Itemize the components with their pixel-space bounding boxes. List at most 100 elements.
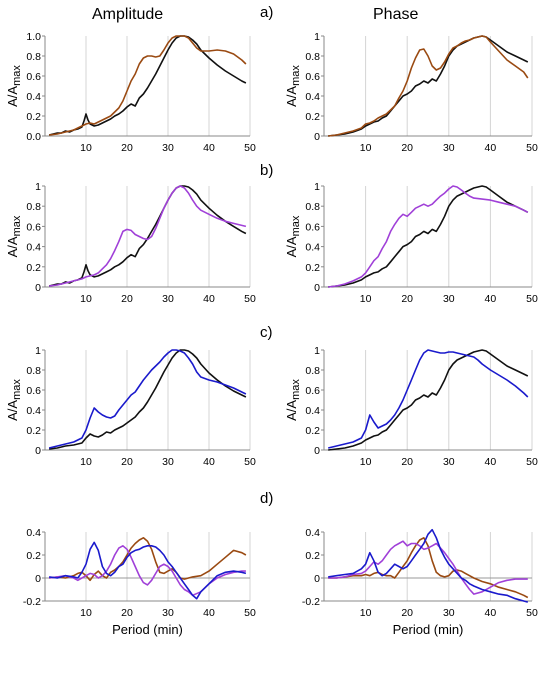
- x-tick-label: 30: [443, 142, 455, 154]
- y-tick-label: 0.6: [26, 71, 41, 83]
- x-axis-label: Period (min): [393, 622, 464, 637]
- panel-c-phase: 0 0.2 0.4 0.6 0.8 1 10 20 30 40 50 A/Amax: [284, 345, 538, 468]
- y-tick-label: 1: [314, 31, 320, 43]
- y-axis-label: A/Amax: [284, 379, 302, 421]
- y-tick-label: -0.2: [302, 596, 320, 608]
- panel-c-amplitude: 0 0.2 0.4 0.6 0.8 1 10 20 30 40 50 A/Amax: [5, 345, 256, 468]
- x-tick-label: 10: [360, 456, 372, 468]
- y-tick-label: 0.8: [305, 365, 320, 377]
- x-tick-label: 20: [401, 456, 413, 468]
- amplitude-column-title: Amplitude: [92, 6, 164, 23]
- x-tick-label: 20: [121, 607, 133, 619]
- y-tick-label: 0: [314, 445, 320, 457]
- y-tick-label: 0.2: [26, 550, 41, 562]
- x-tick-label: 20: [121, 293, 133, 305]
- row-label-d: d): [260, 490, 274, 507]
- y-tick-label: 1: [35, 345, 41, 357]
- row-label-c: c): [260, 324, 273, 341]
- x-tick-label: 20: [401, 142, 413, 154]
- y-tick-label: 0.2: [305, 425, 320, 437]
- x-tick-label: 20: [121, 456, 133, 468]
- y-tick-label: 0: [314, 573, 320, 585]
- panel-a-phase: 0 0.2 0.4 0.6 0.8 1 10 20 30 40 50 A/Amax: [284, 31, 538, 154]
- panel-a-amplitude: 0.0 0.2 0.4 0.6 0.8 1.0 10 20 30 40 50 A/Amax: [5, 31, 256, 154]
- y-tick-label: 0.8: [26, 365, 41, 377]
- series-line-purple: [328, 540, 528, 595]
- panel-b-phase: 0 0.2 0.4 0.6 0.8 1 10 20 30 40 50 A/Amax: [284, 181, 538, 305]
- y-axis-label: A/Amax: [5, 215, 23, 257]
- panel-b-amplitude: 0 0.2 0.4 0.6 0.8 1 10 20 30 40 50 A/Amax: [5, 181, 256, 305]
- phase-column-title: Phase: [373, 6, 419, 23]
- y-tick-label: 0.4: [26, 527, 41, 539]
- series-line-brown: [48, 536, 247, 582]
- y-tick-label: 0.6: [305, 71, 320, 83]
- x-tick-label: 30: [162, 456, 174, 468]
- y-tick-label: 0.4: [26, 405, 41, 417]
- y-tick-label: 0.4: [305, 527, 320, 539]
- y-tick-label: -0.2: [23, 596, 41, 608]
- y-tick-label: 0.6: [26, 221, 41, 233]
- y-axis-label: A/Amax: [5, 379, 23, 421]
- x-tick-label: 40: [203, 607, 215, 619]
- y-tick-label: 0.6: [26, 385, 41, 397]
- y-tick-label: 1.0: [26, 31, 41, 43]
- y-tick-label: 0: [35, 282, 41, 294]
- x-tick-label: 10: [360, 607, 372, 619]
- y-tick-label: 0: [35, 573, 41, 585]
- series-line-purple: [48, 544, 246, 597]
- x-tick-label: 40: [485, 142, 497, 154]
- y-tick-label: 0: [314, 282, 320, 294]
- panel-d-amplitude: -0.2 0 0.2 0.4 10 20 30 40 50 Period (min): [23, 527, 256, 637]
- series-line-black: [328, 349, 529, 451]
- series-line-brown: [49, 35, 247, 136]
- x-tick-label: 40: [203, 293, 215, 305]
- y-tick-label: 0.6: [305, 221, 320, 233]
- x-tick-label: 40: [485, 456, 497, 468]
- x-tick-label: 10: [80, 456, 92, 468]
- x-tick-label: 50: [526, 293, 538, 305]
- x-tick-label: 40: [485, 293, 497, 305]
- x-axis-label: Period (min): [112, 622, 183, 637]
- series-line-purple: [49, 185, 247, 287]
- series-line-black: [328, 185, 529, 288]
- x-tick-label: 40: [203, 142, 215, 154]
- y-tick-label: 0.8: [26, 51, 41, 63]
- y-axis-label: A/Amax: [284, 215, 302, 257]
- x-tick-label: 20: [121, 142, 133, 154]
- x-tick-label: 20: [401, 607, 413, 619]
- series-line-blue: [328, 349, 529, 449]
- series-line-blue: [328, 528, 529, 603]
- y-tick-label: 0.4: [26, 242, 41, 254]
- y-tick-label: 0.0: [26, 131, 41, 143]
- series-line-blue: [48, 541, 247, 600]
- series-line-brown: [328, 536, 529, 599]
- row-label-a: a): [260, 4, 274, 21]
- y-tick-label: 0: [314, 131, 320, 143]
- y-tick-label: 1: [314, 181, 320, 193]
- row-label-b: b): [260, 162, 274, 179]
- series-line-brown: [328, 35, 529, 137]
- y-tick-label: 0.4: [26, 91, 41, 103]
- x-tick-label: 50: [526, 607, 538, 619]
- series-line-black: [48, 35, 247, 136]
- y-tick-label: 1: [314, 345, 320, 357]
- x-tick-label: 10: [80, 607, 92, 619]
- x-tick-label: 50: [526, 456, 538, 468]
- series-line-black: [48, 185, 247, 287]
- x-tick-label: 10: [80, 293, 92, 305]
- y-tick-label: 0: [35, 445, 41, 457]
- y-tick-label: 0.4: [305, 405, 320, 417]
- x-tick-label: 20: [401, 293, 413, 305]
- y-axis-label: A/Amax: [5, 65, 23, 107]
- x-tick-label: 30: [162, 142, 174, 154]
- series-line-purple: [328, 185, 529, 288]
- x-tick-label: 40: [203, 456, 215, 468]
- y-tick-label: 1: [35, 181, 41, 193]
- x-tick-label: 30: [443, 293, 455, 305]
- y-axis-label: A/Amax: [284, 65, 302, 107]
- y-tick-label: 0.2: [26, 425, 41, 437]
- y-tick-label: 0.2: [26, 262, 41, 274]
- x-tick-label: 30: [443, 456, 455, 468]
- x-tick-label: 50: [244, 607, 256, 619]
